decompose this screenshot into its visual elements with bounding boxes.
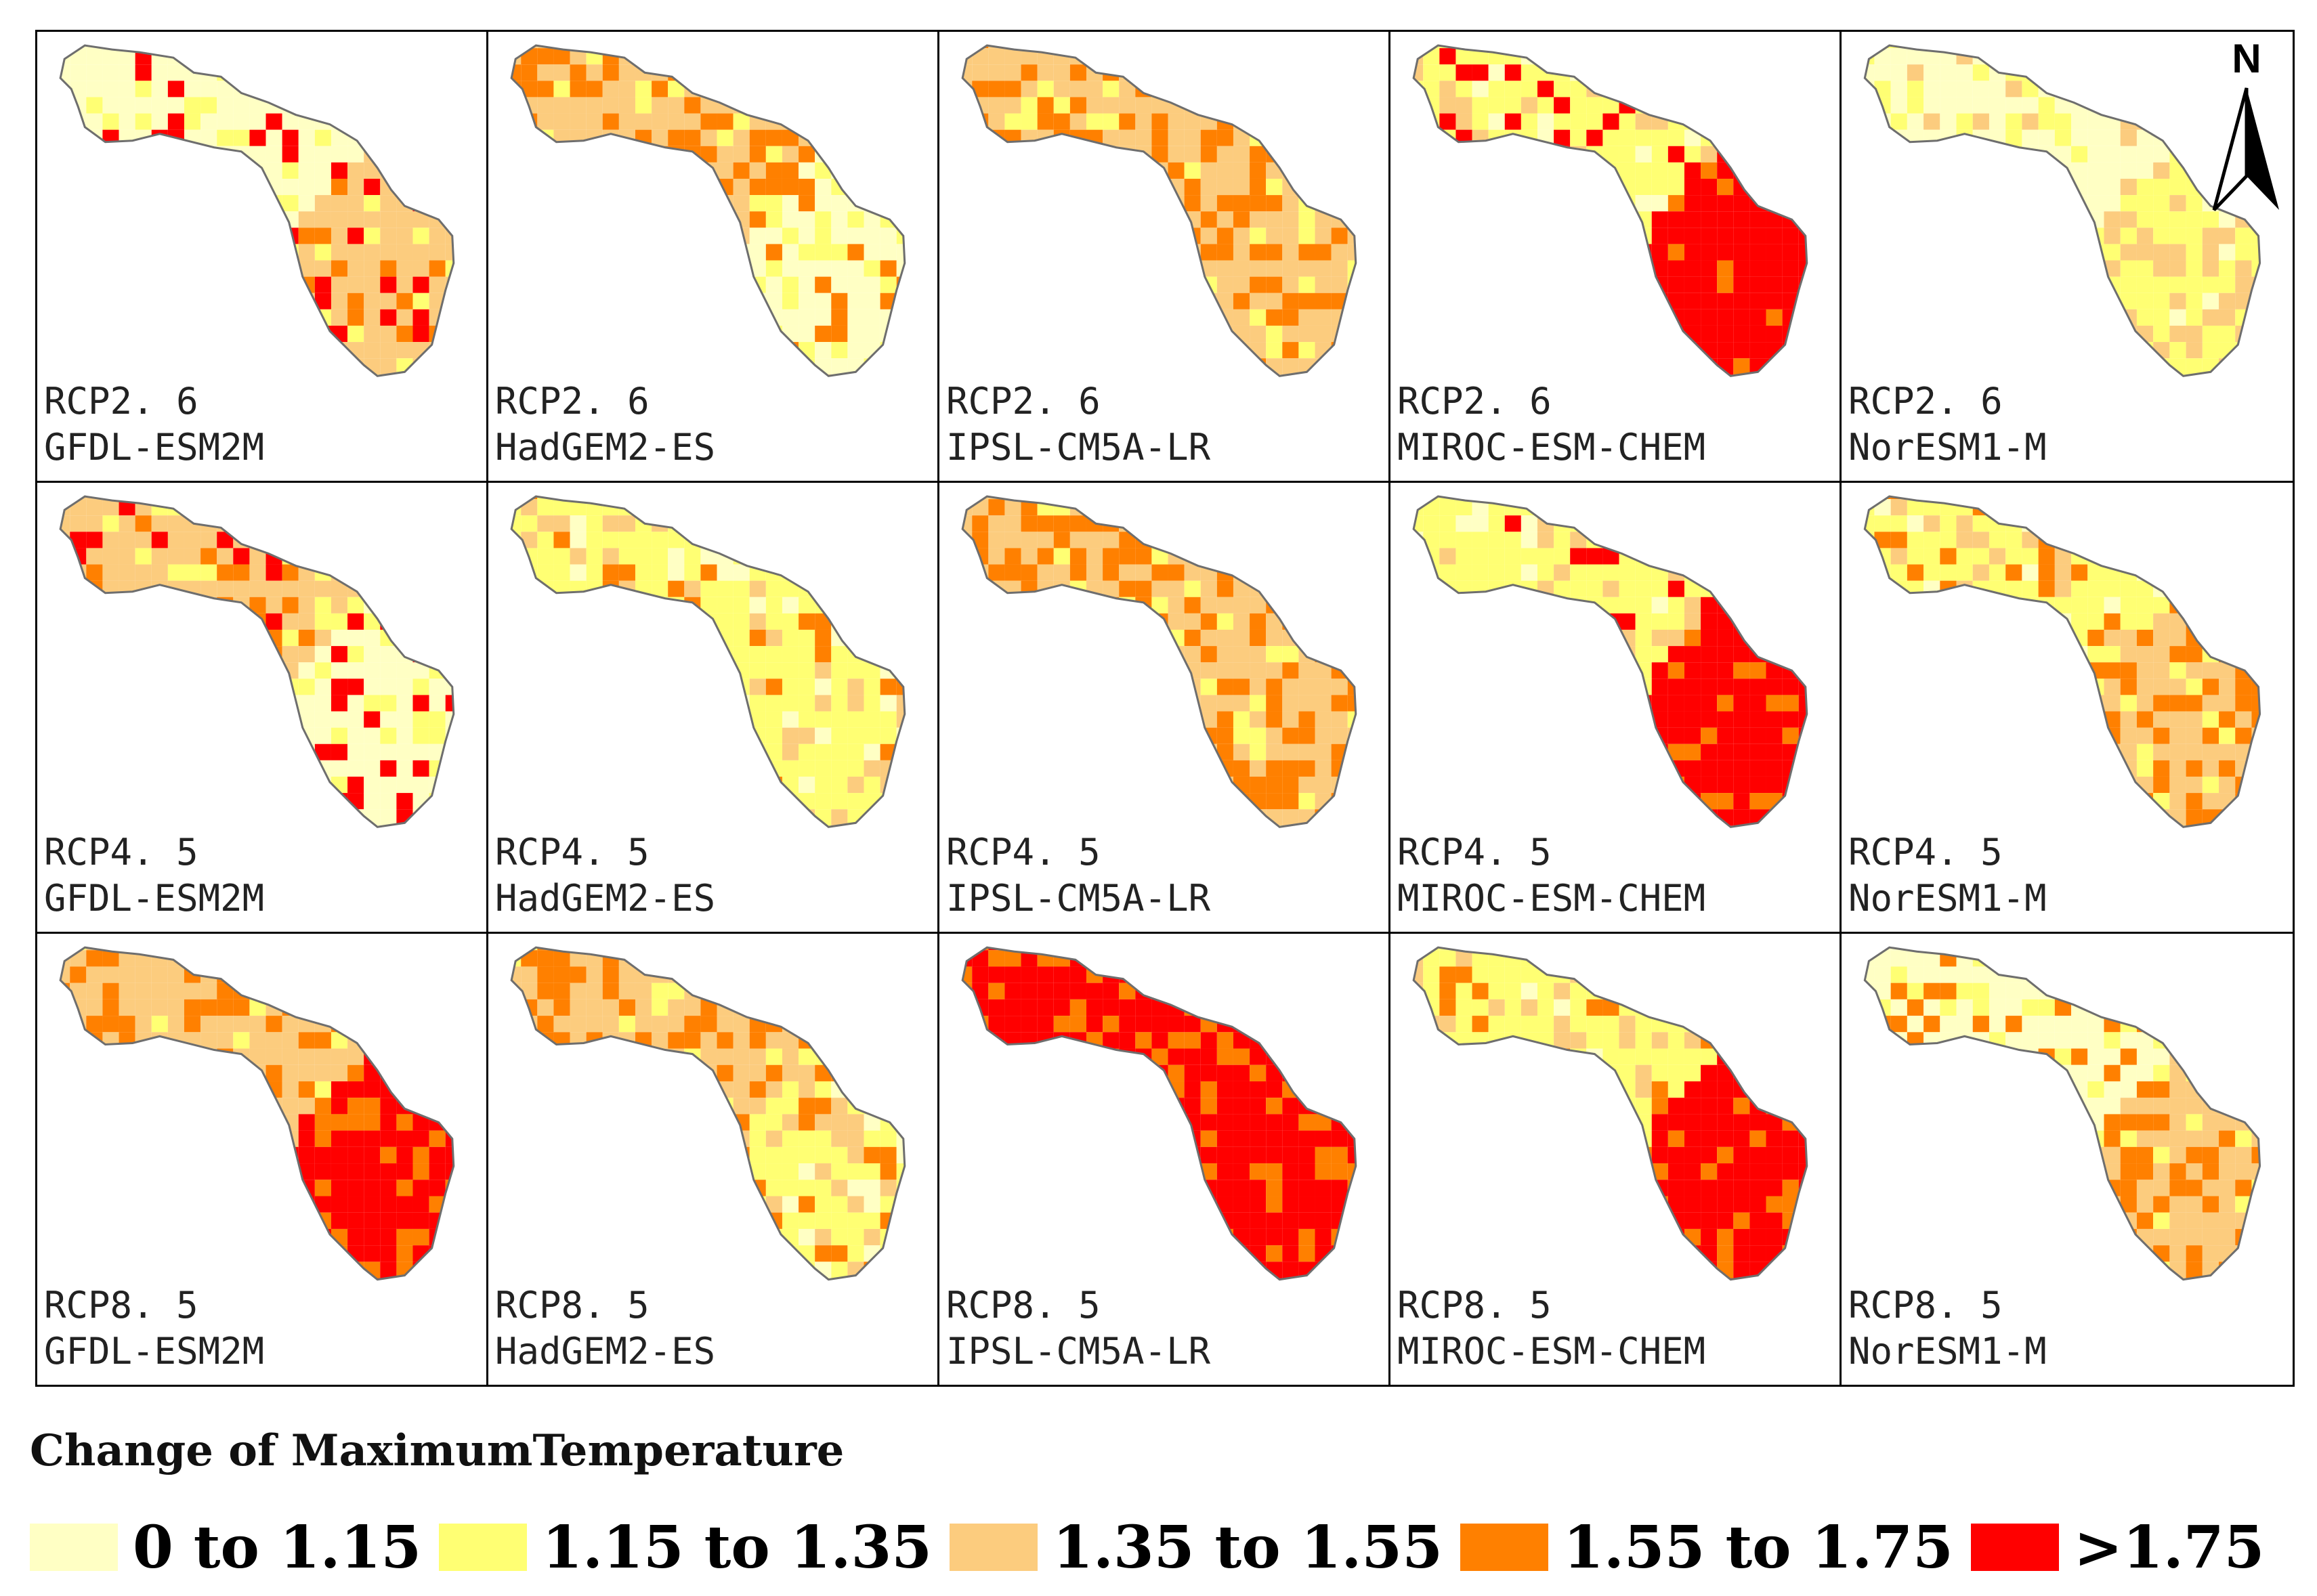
- legend-item: 1.15 to 1.35: [439, 1513, 932, 1582]
- model-label: MIROC-ESM-CHEM: [1397, 877, 1706, 920]
- map-panel: RCP4. 5 IPSL-CM5A-LR: [939, 483, 1390, 934]
- basin-map: [961, 44, 1357, 377]
- scenario-label: RCP4. 5: [1848, 831, 2003, 874]
- basin-map: [510, 495, 906, 828]
- legend-swatch: [1460, 1524, 1549, 1571]
- scenario-label: RCP8. 5: [1848, 1284, 2003, 1327]
- map-panel: RCP4. 5 MIROC-ESM-CHEM: [1390, 483, 1842, 934]
- basin-map: [961, 946, 1357, 1281]
- model-label: HadGEM2-ES: [495, 877, 716, 920]
- scenario-label: RCP4. 5: [946, 831, 1101, 874]
- scenario-label: RCP2. 6: [1848, 380, 2003, 423]
- basin-map: [1412, 495, 1808, 828]
- basin-map: [59, 44, 455, 377]
- map-panel: RCP8. 5 GFDL-ESM2M: [37, 934, 488, 1385]
- basin-map: [1412, 44, 1808, 377]
- map-panel: RCP4. 5 HadGEM2-ES: [488, 483, 939, 934]
- legend-item: 1.35 to 1.55: [950, 1513, 1443, 1582]
- basin-map: [1412, 946, 1808, 1281]
- model-label: GFDL-ESM2M: [44, 1330, 265, 1373]
- model-label: IPSL-CM5A-LR: [946, 877, 1211, 920]
- model-label: NorESM1-M: [1848, 1330, 2047, 1373]
- legend-swatch: [950, 1524, 1038, 1571]
- map-panel: RCP8. 5 NorESM1-M: [1842, 934, 2293, 1385]
- map-panel: RCP8. 5 HadGEM2-ES: [488, 934, 939, 1385]
- scenario-label: RCP4. 5: [44, 831, 198, 874]
- basin-map: [510, 44, 906, 377]
- basin-map: [1863, 44, 2261, 377]
- legend-label: 1.15 to 1.35: [542, 1513, 933, 1582]
- legend-label: 0 to 1.15: [133, 1513, 422, 1582]
- scenario-label: RCP4. 5: [1397, 831, 1552, 874]
- scenario-label: RCP8. 5: [946, 1284, 1101, 1327]
- basin-map: [1863, 946, 2261, 1281]
- legend: 0 to 1.15 1.15 to 1.35 1.35 to 1.55 1.55…: [30, 1510, 2282, 1584]
- map-panel: RCP4. 5 GFDL-ESM2M: [37, 483, 488, 934]
- scenario-label: RCP8. 5: [1397, 1284, 1552, 1327]
- scenario-label: RCP2. 6: [1397, 380, 1552, 423]
- legend-item: 0 to 1.15: [30, 1513, 421, 1582]
- model-label: IPSL-CM5A-LR: [946, 1330, 1211, 1373]
- map-panel: N RCP2. 6 NorESM1-M: [1842, 32, 2293, 483]
- map-panel: RCP2. 6 HadGEM2-ES: [488, 32, 939, 483]
- legend-title: Change of MaximumTemperature: [30, 1425, 845, 1476]
- model-label: HadGEM2-ES: [495, 426, 716, 469]
- map-panel: RCP4. 5 NorESM1-M: [1842, 483, 2293, 934]
- legend-item: >1.75: [1970, 1513, 2265, 1582]
- map-panel: RCP8. 5 IPSL-CM5A-LR: [939, 934, 1390, 1385]
- model-label: MIROC-ESM-CHEM: [1397, 1330, 1706, 1373]
- map-panel: RCP2. 6 GFDL-ESM2M: [37, 32, 488, 483]
- legend-item: 1.55 to 1.75: [1460, 1513, 1953, 1582]
- legend-swatch: [30, 1524, 118, 1571]
- north-arrow-icon: N: [2212, 37, 2279, 211]
- basin-map: [1863, 495, 2261, 828]
- legend-label: 1.55 to 1.75: [1563, 1513, 1953, 1582]
- map-panel-grid: RCP2. 6 GFDL-ESM2M RCP2. 6 HadGEM2-ES RC…: [35, 30, 2295, 1387]
- scenario-label: RCP2. 6: [44, 380, 198, 423]
- map-panel: RCP2. 6 MIROC-ESM-CHEM: [1390, 32, 1842, 483]
- model-label: IPSL-CM5A-LR: [946, 426, 1211, 469]
- model-label: HadGEM2-ES: [495, 1330, 716, 1373]
- model-label: GFDL-ESM2M: [44, 426, 265, 469]
- basin-map: [59, 946, 455, 1281]
- map-panel: RCP8. 5 MIROC-ESM-CHEM: [1390, 934, 1842, 1385]
- scenario-label: RCP8. 5: [495, 1284, 650, 1327]
- basin-map: [961, 495, 1357, 828]
- legend-swatch: [1970, 1524, 2059, 1571]
- scenario-label: RCP4. 5: [495, 831, 650, 874]
- scenario-label: RCP2. 6: [495, 380, 650, 423]
- scenario-label: RCP8. 5: [44, 1284, 198, 1327]
- map-panel: RCP2. 6 IPSL-CM5A-LR: [939, 32, 1390, 483]
- basin-map: [510, 946, 906, 1281]
- north-label: N: [2232, 37, 2261, 81]
- legend-swatch: [439, 1524, 528, 1571]
- legend-label: >1.75: [2073, 1513, 2265, 1582]
- scenario-label: RCP2. 6: [946, 380, 1101, 423]
- legend-label: 1.35 to 1.55: [1053, 1513, 1443, 1582]
- model-label: GFDL-ESM2M: [44, 877, 265, 920]
- model-label: NorESM1-M: [1848, 426, 2047, 469]
- model-label: NorESM1-M: [1848, 877, 2047, 920]
- model-label: MIROC-ESM-CHEM: [1397, 426, 1706, 469]
- basin-map: [59, 495, 455, 828]
